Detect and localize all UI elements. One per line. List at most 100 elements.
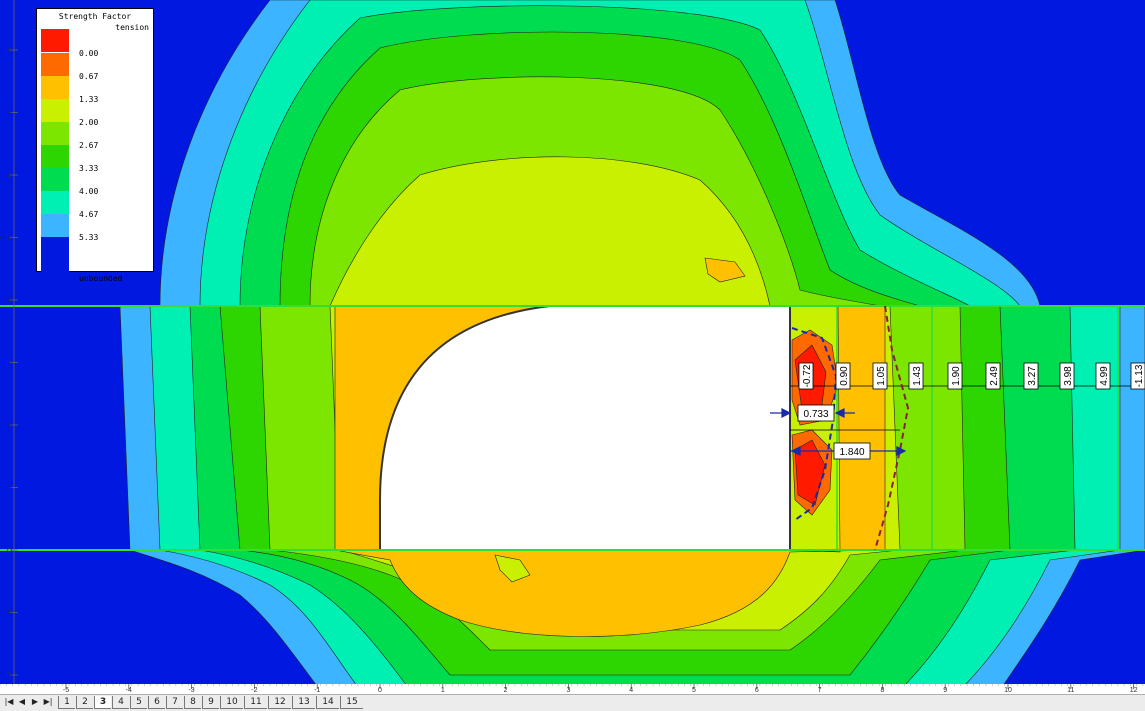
y-tick-label: 6 (7, 173, 14, 177)
x-tick-label: 9 (943, 687, 947, 694)
sheet-tab-7[interactable]: 7 (166, 696, 183, 709)
sheet-tab-14[interactable]: 14 (316, 696, 339, 709)
next-sheet-icon[interactable]: ▶ (31, 697, 39, 706)
svg-text:1.840: 1.840 (839, 447, 864, 458)
x-tick-label: -1 (314, 687, 320, 694)
x-tick-label: 11 (1067, 687, 1074, 694)
query-value-label: -0.72 (798, 362, 814, 390)
query-value-label: 1.90 (947, 362, 963, 390)
legend-label: 4.67 (79, 210, 99, 219)
contour-patch-bottom (494, 554, 531, 583)
sheet-tab-4[interactable]: 4 (112, 696, 129, 709)
dimension-arrow-0.733 (770, 408, 855, 418)
prev-sheet-icon[interactable]: ◀ (18, 697, 26, 706)
legend-label: 2.67 (79, 141, 99, 150)
x-tick-label: 3 (566, 687, 570, 694)
legend-label: 3.33 (79, 164, 99, 173)
query-value-label: 1.05 (872, 362, 888, 390)
query-value-label: -1.13 (1130, 362, 1145, 390)
sheet-tab-2[interactable]: 2 (76, 696, 93, 709)
svg-text:0.90: 0.90 (839, 366, 850, 386)
legend-label: 0.00 (79, 49, 99, 58)
svg-text:1.05: 1.05 (876, 366, 887, 386)
strength-factor-legend[interactable]: Strength Factor tension 0.00 0.67 1.33 2.00… (36, 8, 154, 283)
y-tick-label: -2 (7, 672, 14, 678)
y-tick-label: 3 (7, 360, 14, 364)
svg-text:-1.13: -1.13 (1134, 364, 1145, 387)
svg-text:1.90: 1.90 (951, 366, 962, 386)
x-tick-label: 5 (692, 687, 696, 694)
legend-swatch (41, 145, 69, 168)
x-tick-label: 4 (629, 687, 633, 694)
legend-label: unbounded (79, 274, 123, 283)
x-tick-label: 12 (1130, 687, 1138, 694)
legend-label: 1.33 (79, 95, 99, 104)
dimension-label-1.840: 1.840 (833, 442, 871, 460)
legend-label: 5.33 (79, 233, 99, 242)
legend-swatch (41, 99, 69, 122)
legend-swatch-tension (41, 29, 69, 52)
last-sheet-icon[interactable]: ▶| (43, 697, 53, 706)
legend-swatch (41, 168, 69, 191)
dimension-label-0.733: 0.733 (797, 404, 835, 422)
sheet-tab-9[interactable]: 9 (202, 696, 219, 709)
sheet-tab-6[interactable]: 6 (148, 696, 165, 709)
strip-contour-lines (836, 306, 1119, 550)
first-sheet-icon[interactable]: |◀ (4, 697, 14, 706)
yield-boundary-inner[interactable] (791, 327, 838, 521)
svg-text:2.49: 2.49 (989, 366, 1000, 386)
x-tick-label: -2 (251, 687, 257, 694)
legend-swatch (41, 237, 69, 260)
x-axis-ruler (0, 684, 1145, 694)
sheet-tab-11[interactable]: 11 (244, 696, 267, 709)
x-tick-label: 2 (504, 687, 508, 694)
y-tick-label: 2 (7, 423, 14, 427)
sheet-tab-5[interactable]: 5 (130, 696, 147, 709)
query-value-label: 0.90 (835, 362, 851, 390)
sheet-tab-12[interactable]: 12 (268, 696, 291, 709)
legend-subtitle: tension (115, 23, 149, 32)
sheet-tab-bar: |◀ ◀ ▶ ▶| 1 2 3 4 5 6 7 8 9 10 11 12 13 14 15 (0, 694, 1145, 711)
query-value-label: 3.27 (1023, 362, 1039, 390)
query-value-label: 3.98 (1059, 362, 1075, 390)
y-tick-label: 7 (7, 110, 14, 114)
x-tick-label: -5 (63, 687, 69, 694)
y-axis-ticks: 8 7 6 5 4 3 2 1 0 -1 -2 (7, 48, 18, 678)
x-tick-label: 7 (818, 687, 822, 694)
legend-label: 4.00 (79, 187, 99, 196)
svg-text:-0.72: -0.72 (802, 364, 813, 387)
y-tick-label: 5 (7, 235, 14, 239)
x-axis-ticks: -5 -4 -3 -2 -1 0 1 2 3 4 5 6 7 8 9 10 11 12 (0, 684, 1144, 694)
sheet-tab-1[interactable]: 1 (58, 696, 75, 709)
y-tick-label: 4 (7, 298, 14, 302)
sheet-tab-10[interactable]: 10 (220, 696, 243, 709)
legend-label: 2.00 (79, 118, 99, 127)
legend-title: Strength Factor (58, 12, 132, 21)
y-tick-label: 0 (7, 548, 14, 552)
query-value-label: 1.43 (908, 362, 924, 390)
x-tick-label: -4 (126, 687, 132, 694)
legend-swatch (41, 214, 69, 237)
legend-swatch (41, 191, 69, 214)
x-tick-label: 10 (1004, 687, 1012, 694)
legend-swatch (41, 53, 69, 76)
svg-text:0.733: 0.733 (803, 409, 828, 420)
x-tick-label: 6 (755, 687, 759, 694)
svg-text:4.99: 4.99 (1099, 366, 1110, 386)
yield-boundary-outer[interactable] (874, 305, 910, 551)
sheet-tab-3[interactable]: 3 (94, 696, 111, 709)
sheet-tab-15[interactable]: 15 (340, 696, 363, 709)
legend-swatch (41, 122, 69, 145)
x-tick-label: 8 (880, 687, 884, 694)
query-value-label: 2.49 (985, 362, 1001, 390)
x-tick-label: 1 (441, 687, 445, 694)
x-tick-label: -3 (188, 687, 194, 694)
y-tick-label: 1 (7, 485, 14, 489)
contour-patch-top (704, 257, 746, 283)
y-tick-label: 8 (7, 48, 14, 52)
sheet-tab-13[interactable]: 13 (292, 696, 315, 709)
sheet-tab-8[interactable]: 8 (184, 696, 201, 709)
x-tick-label: 0 (378, 687, 382, 694)
